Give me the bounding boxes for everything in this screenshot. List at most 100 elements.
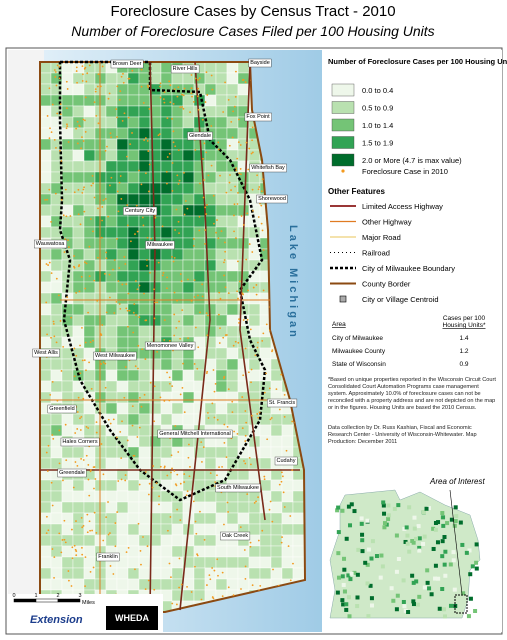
tract xyxy=(270,435,283,448)
foreclosure-point xyxy=(60,198,63,201)
tract xyxy=(127,160,140,173)
foreclosure-point xyxy=(211,402,214,405)
tract xyxy=(72,347,85,360)
foreclosure-point xyxy=(46,333,48,336)
foreclosure-point xyxy=(125,283,128,286)
place-label: West Milwaukee xyxy=(93,351,137,361)
place-box xyxy=(220,531,251,541)
foreclosure-point xyxy=(108,273,111,276)
foreclosure-point xyxy=(247,371,250,374)
tract xyxy=(40,314,52,327)
inset-tract xyxy=(435,540,440,545)
feature-label: Railroad xyxy=(362,249,390,258)
inset-tract xyxy=(411,602,416,607)
tract xyxy=(105,303,118,316)
tract xyxy=(215,391,228,404)
foreclosure-point xyxy=(198,229,201,232)
tract xyxy=(292,523,305,536)
tract xyxy=(50,259,63,272)
place-label: West Allis xyxy=(32,348,60,358)
foreclosure-point xyxy=(175,326,178,329)
tract xyxy=(83,204,96,217)
tract xyxy=(193,578,206,591)
tract xyxy=(72,248,85,261)
foreclosure-point xyxy=(176,299,178,302)
foreclosure-point xyxy=(155,482,158,485)
tract xyxy=(50,578,63,591)
legend-swatch xyxy=(331,118,355,132)
tract xyxy=(105,457,118,470)
foreclosure-point xyxy=(59,103,62,106)
foreclosure-point xyxy=(165,170,168,173)
tract xyxy=(193,83,206,96)
tract xyxy=(127,83,140,96)
foreclosure-point xyxy=(88,64,91,67)
foreclosure-point xyxy=(146,264,148,267)
foreclosure-point xyxy=(101,206,104,208)
foreclosure-point xyxy=(84,556,87,559)
foreclosure-point xyxy=(242,293,244,296)
foreclosure-point xyxy=(68,579,70,582)
tract xyxy=(193,226,206,239)
foreclosure-point xyxy=(197,95,199,98)
foreclosure-point xyxy=(92,339,94,342)
foreclosure-point xyxy=(237,191,239,194)
tract xyxy=(50,391,63,404)
foreclosure-point xyxy=(58,429,61,432)
tract xyxy=(193,336,206,349)
tract xyxy=(83,325,96,338)
foreclosure-point xyxy=(228,144,231,147)
tract xyxy=(105,94,118,107)
tract xyxy=(61,424,74,437)
tract xyxy=(61,413,74,426)
tract xyxy=(149,314,162,327)
foreclosure-point xyxy=(205,312,208,315)
tract xyxy=(72,138,85,151)
inset-tract xyxy=(401,599,406,604)
foreclosure-point xyxy=(82,140,85,142)
inset-tract xyxy=(411,580,416,585)
place-label: Greenfield xyxy=(47,404,77,414)
foreclosure-point xyxy=(212,194,215,197)
tract xyxy=(237,72,250,85)
foreclosure-point xyxy=(80,458,83,460)
tract xyxy=(171,512,184,525)
tract xyxy=(248,446,261,459)
foreclosure-point xyxy=(227,586,230,589)
tract xyxy=(105,116,118,129)
inset-tract xyxy=(467,548,472,553)
tract xyxy=(72,314,85,327)
tract xyxy=(292,512,305,525)
tract xyxy=(160,138,173,151)
tract xyxy=(149,325,162,338)
foreclosure-point xyxy=(216,418,219,421)
inset-tract xyxy=(340,574,345,579)
scale-tick: 0 xyxy=(12,593,15,599)
foreclosure-point xyxy=(248,456,251,459)
foreclosure-point xyxy=(115,300,118,303)
foreclosure-point xyxy=(253,501,256,504)
foreclosure-point xyxy=(97,122,100,125)
foreclosure-point xyxy=(135,280,137,282)
foreclosure-point xyxy=(179,337,182,340)
foreclosure-point xyxy=(60,160,63,162)
foreclosure-point xyxy=(202,196,205,199)
tract xyxy=(116,215,129,228)
tract xyxy=(182,281,195,294)
foreclosure-point xyxy=(166,276,169,279)
inset-tract xyxy=(441,523,446,528)
foreclosure-point xyxy=(233,203,236,206)
tract xyxy=(40,303,52,316)
foreclosure-point xyxy=(168,339,171,342)
tract xyxy=(83,490,96,503)
foreclosure-point xyxy=(257,416,260,419)
foreclosure-point xyxy=(223,441,226,444)
foreclosure-point xyxy=(158,503,160,506)
tract xyxy=(116,325,129,338)
foreclosure-point xyxy=(64,238,67,241)
foreclosure-point xyxy=(190,591,193,593)
tract xyxy=(204,501,217,514)
foreclosure-point xyxy=(275,388,278,391)
tract xyxy=(160,413,173,426)
foreclosure-point xyxy=(116,511,119,513)
